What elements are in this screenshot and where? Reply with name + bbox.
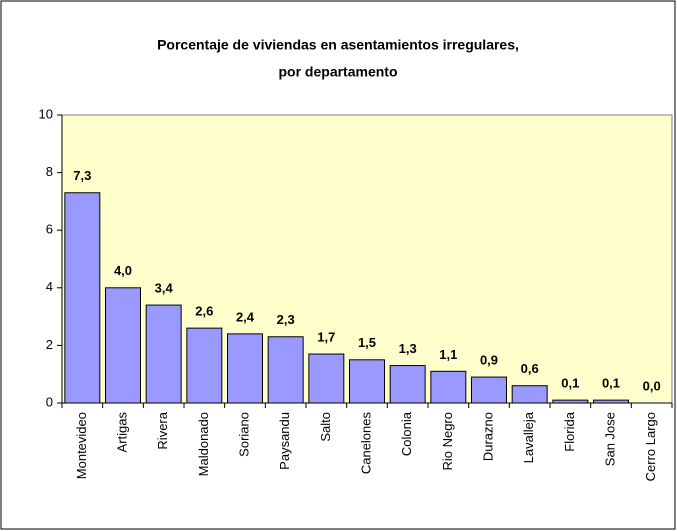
x-tick-label: San Jose [602, 412, 617, 466]
y-tick-label: 6 [46, 222, 53, 237]
bar [64, 192, 101, 404]
x-tick-label: Rivera [155, 411, 170, 449]
data-label: 1,5 [358, 335, 376, 350]
data-label: 3,4 [155, 281, 174, 296]
bar [349, 359, 385, 404]
data-label: 2,4 [236, 309, 255, 324]
bar [308, 353, 345, 404]
data-label: 1,1 [439, 347, 457, 362]
data-label: 0,1 [561, 376, 579, 391]
bar [471, 376, 507, 404]
x-tick-label: Florida [562, 411, 577, 452]
x-tick-label: Montevideo [74, 412, 89, 479]
x-tick-label: Cerro Largo [643, 412, 658, 481]
bar [145, 304, 182, 404]
y-tick-label: 10 [39, 106, 53, 121]
chart-title: Porcentaje de viviendas en asentamientos… [157, 37, 519, 53]
x-tick-label: Rio Negro [440, 412, 455, 471]
bar [511, 385, 548, 404]
bar [389, 365, 426, 404]
y-tick-label: 4 [46, 279, 53, 294]
x-tick-label: Lavalleja [521, 411, 536, 463]
bar [593, 399, 629, 404]
data-label: 7,3 [73, 168, 91, 183]
y-tick-label: 8 [46, 164, 53, 179]
bar [552, 399, 589, 404]
bar [430, 370, 467, 404]
y-tick-label: 2 [46, 337, 53, 352]
y-tick-label: 0 [46, 394, 53, 409]
bar [105, 287, 141, 404]
x-tick-label: Maldonado [196, 412, 211, 476]
bar [267, 336, 304, 404]
data-label: 2,3 [277, 312, 295, 327]
data-label: 1,3 [399, 341, 417, 356]
x-tick-label: Artigas [114, 412, 129, 453]
x-tick-label: Paysandu [277, 412, 292, 470]
data-label: 0,0 [643, 378, 661, 393]
chart-title: por departamento [278, 64, 397, 80]
data-label: 1,7 [317, 329, 335, 344]
data-label: 0,6 [521, 361, 539, 376]
data-label: 0,9 [480, 353, 498, 368]
x-tick-label: Canelones [358, 412, 373, 475]
data-label: 2,6 [195, 304, 213, 319]
x-tick-label: Salto [318, 412, 333, 442]
bar [227, 333, 263, 404]
data-label: 4,0 [114, 263, 132, 278]
data-label: 0,1 [602, 376, 620, 391]
x-tick-label: Durazno [480, 412, 495, 461]
x-tick-label: Soriano [236, 412, 251, 457]
bar [186, 327, 223, 404]
x-tick-label: Colonia [399, 411, 414, 456]
